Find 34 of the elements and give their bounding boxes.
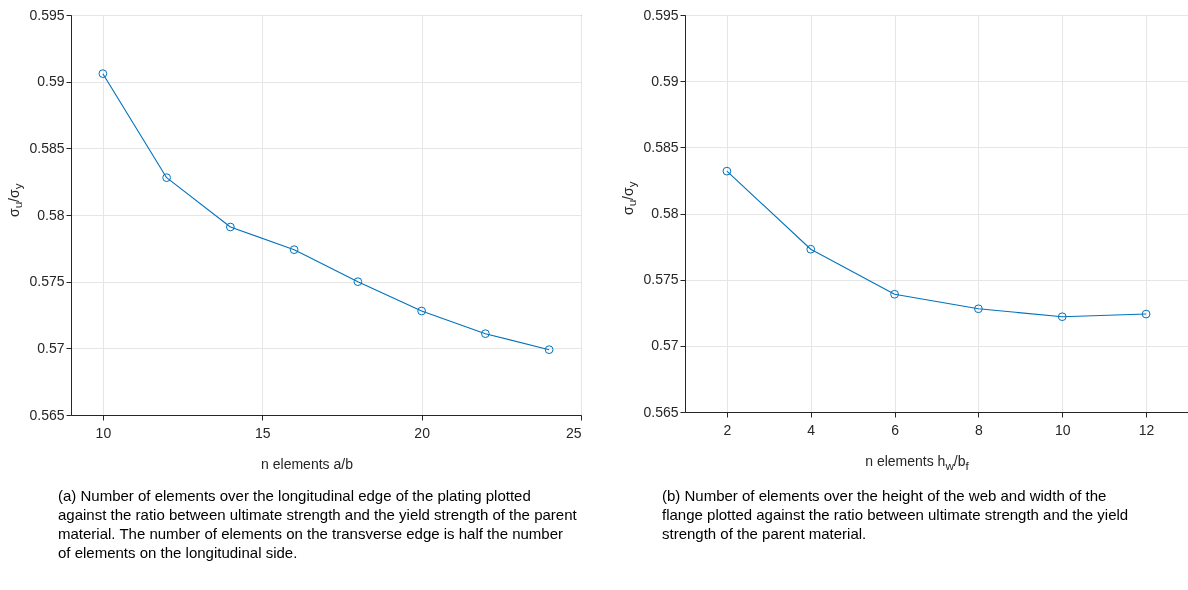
y-tick-label: 0.595 [643, 6, 679, 23]
x-tick-label: 2 [723, 421, 732, 438]
y-tick-label: 0.57 [37, 339, 65, 356]
text: (b) Number of elements over the height of the web and width of the flange plotted against the ratio between ultimate strength and the yield strength of the parent material. [662, 485, 1130, 543]
point [1141, 309, 1151, 319]
y-tick-label: 0.59 [651, 72, 679, 89]
x-tick-label: 10 [95, 424, 112, 441]
point [890, 289, 899, 299]
y-tick-label: 0.57 [651, 337, 679, 354]
y-tick-label: 0.58 [651, 205, 679, 221]
x-tick-label: 25 [565, 424, 582, 441]
y-tick-label: 0.595 [29, 6, 65, 23]
x-tick-label: 20 [414, 424, 431, 441]
y-tick-label: 0.575 [29, 273, 65, 290]
point [722, 166, 732, 176]
x-tick-label: 10 [1054, 421, 1071, 438]
x-tick-label: 15 [254, 424, 271, 441]
x-tick-label: 8 [975, 421, 984, 438]
point [974, 304, 983, 314]
x-tick-label: 6 [891, 421, 900, 438]
y-tick-label: 0.59 [37, 73, 65, 90]
y-tick-label: 0.575 [643, 271, 679, 288]
y-tick-label: 0.58 [37, 206, 65, 223]
point [806, 244, 816, 254]
y-tick-label: 0.565 [29, 406, 65, 423]
y-tick-label: 0.585 [29, 139, 65, 156]
point [1057, 312, 1067, 322]
x-axis-title: n elements h$_{w}$/b$_{f}$ [864, 453, 970, 472]
x-axis-title: n elements a/b [260, 456, 354, 472]
x-tick-label: 4 [807, 421, 816, 438]
y-tick-label: 0.565 [643, 403, 679, 420]
y-tick-label: 0.585 [643, 138, 679, 155]
text: (a) Number of elements over the longitudinal edge of the plating plotted against the ratio between ultimate strength and the yield strength of the parent material. The number of elements on the transverse edge is half the number of elements on the longitudinal side. [58, 486, 578, 562]
x-tick-label: 12 [1138, 421, 1155, 438]
